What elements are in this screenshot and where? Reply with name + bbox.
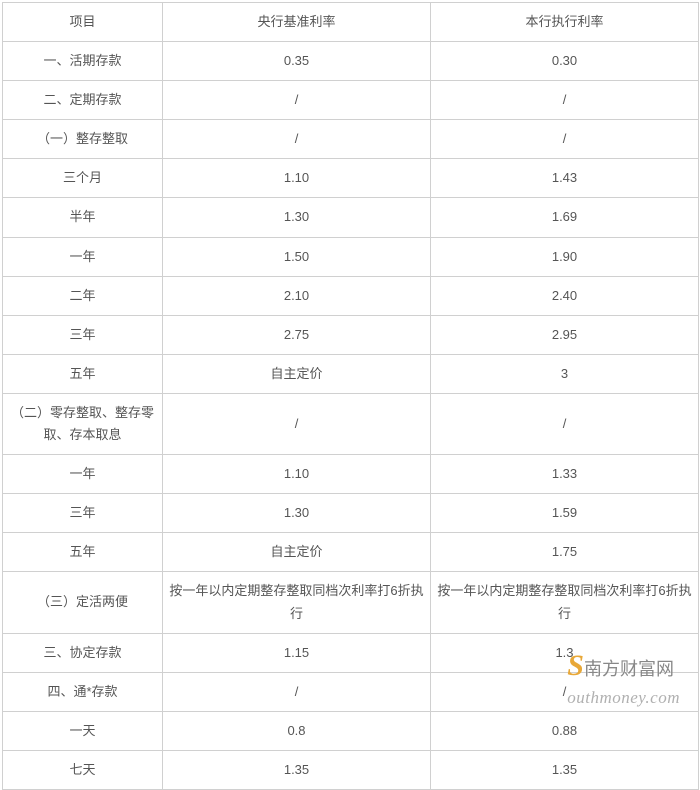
table-row: 二年 2.10 2.40 (3, 276, 699, 315)
table-row: 一年 1.50 1.90 (3, 237, 699, 276)
table-row: 二、定期存款 / / (3, 81, 699, 120)
table-row: 一天 0.8 0.88 (3, 711, 699, 750)
cell-item: 三个月 (3, 159, 163, 198)
cell-item: （一）整存整取 (3, 120, 163, 159)
cell-item: 一年 (3, 237, 163, 276)
table-row: （二）零存整取、整存零取、存本取息 / / (3, 393, 699, 454)
cell-item: 七天 (3, 750, 163, 789)
table-row: 四、通*存款 / / (3, 672, 699, 711)
cell-bank: 1.69 (431, 198, 699, 237)
cell-base: 按一年以内定期整存整取同档次利率打6折执行 (163, 572, 431, 633)
table-row: 一、活期存款 0.35 0.30 (3, 42, 699, 81)
cell-item: 四、通*存款 (3, 672, 163, 711)
cell-base: / (163, 672, 431, 711)
cell-item: 二、定期存款 (3, 81, 163, 120)
cell-bank: 1.90 (431, 237, 699, 276)
cell-bank: 3 (431, 354, 699, 393)
cell-base: 0.8 (163, 711, 431, 750)
cell-bank: / (431, 672, 699, 711)
cell-bank: 0.88 (431, 711, 699, 750)
table-row: 一年 1.10 1.33 (3, 455, 699, 494)
cell-bank: 2.40 (431, 276, 699, 315)
table-row: 五年 自主定价 3 (3, 354, 699, 393)
cell-base: / (163, 393, 431, 454)
cell-bank: 按一年以内定期整存整取同档次利率打6折执行 (431, 572, 699, 633)
cell-bank: 1.3 (431, 633, 699, 672)
cell-item: 三年 (3, 494, 163, 533)
table-row: 三、协定存款 1.15 1.3 (3, 633, 699, 672)
cell-base: 0.35 (163, 42, 431, 81)
cell-bank: / (431, 393, 699, 454)
rates-table: 项目 央行基准利率 本行执行利率 一、活期存款 0.35 0.30 二、定期存款… (2, 2, 699, 790)
cell-base: 1.30 (163, 494, 431, 533)
cell-base: 自主定价 (163, 354, 431, 393)
col-header-base-rate: 央行基准利率 (163, 3, 431, 42)
col-header-item: 项目 (3, 3, 163, 42)
table-row: 半年 1.30 1.69 (3, 198, 699, 237)
cell-item: 一年 (3, 455, 163, 494)
cell-bank: 1.33 (431, 455, 699, 494)
cell-base: 1.35 (163, 750, 431, 789)
rates-table-body: 项目 央行基准利率 本行执行利率 一、活期存款 0.35 0.30 二、定期存款… (3, 3, 699, 790)
cell-base: 2.75 (163, 315, 431, 354)
cell-item: 二年 (3, 276, 163, 315)
cell-item: 一、活期存款 (3, 42, 163, 81)
cell-bank: 1.59 (431, 494, 699, 533)
cell-base: / (163, 120, 431, 159)
table-row: 三年 2.75 2.95 (3, 315, 699, 354)
cell-item: （二）零存整取、整存零取、存本取息 (3, 393, 163, 454)
cell-bank: 1.43 (431, 159, 699, 198)
cell-base: / (163, 81, 431, 120)
table-row: 三年 1.30 1.59 (3, 494, 699, 533)
cell-base: 1.10 (163, 159, 431, 198)
cell-item: 半年 (3, 198, 163, 237)
cell-bank: 0.30 (431, 42, 699, 81)
cell-bank: / (431, 120, 699, 159)
cell-bank: 1.75 (431, 533, 699, 572)
cell-item: 三、协定存款 (3, 633, 163, 672)
table-row: （一）整存整取 / / (3, 120, 699, 159)
cell-item: 三年 (3, 315, 163, 354)
cell-item: 一天 (3, 711, 163, 750)
cell-item: （三）定活两便 (3, 572, 163, 633)
table-row: 七天 1.35 1.35 (3, 750, 699, 789)
cell-bank: 2.95 (431, 315, 699, 354)
table-header-row: 项目 央行基准利率 本行执行利率 (3, 3, 699, 42)
cell-base: 2.10 (163, 276, 431, 315)
cell-base: 1.50 (163, 237, 431, 276)
table-row: （三）定活两便 按一年以内定期整存整取同档次利率打6折执行 按一年以内定期整存整… (3, 572, 699, 633)
cell-base: 1.15 (163, 633, 431, 672)
table-row: 五年 自主定价 1.75 (3, 533, 699, 572)
cell-base: 1.30 (163, 198, 431, 237)
cell-base: 自主定价 (163, 533, 431, 572)
table-row: 三个月 1.10 1.43 (3, 159, 699, 198)
cell-item: 五年 (3, 354, 163, 393)
cell-bank: / (431, 81, 699, 120)
cell-item: 五年 (3, 533, 163, 572)
col-header-bank-rate: 本行执行利率 (431, 3, 699, 42)
cell-bank: 1.35 (431, 750, 699, 789)
cell-base: 1.10 (163, 455, 431, 494)
